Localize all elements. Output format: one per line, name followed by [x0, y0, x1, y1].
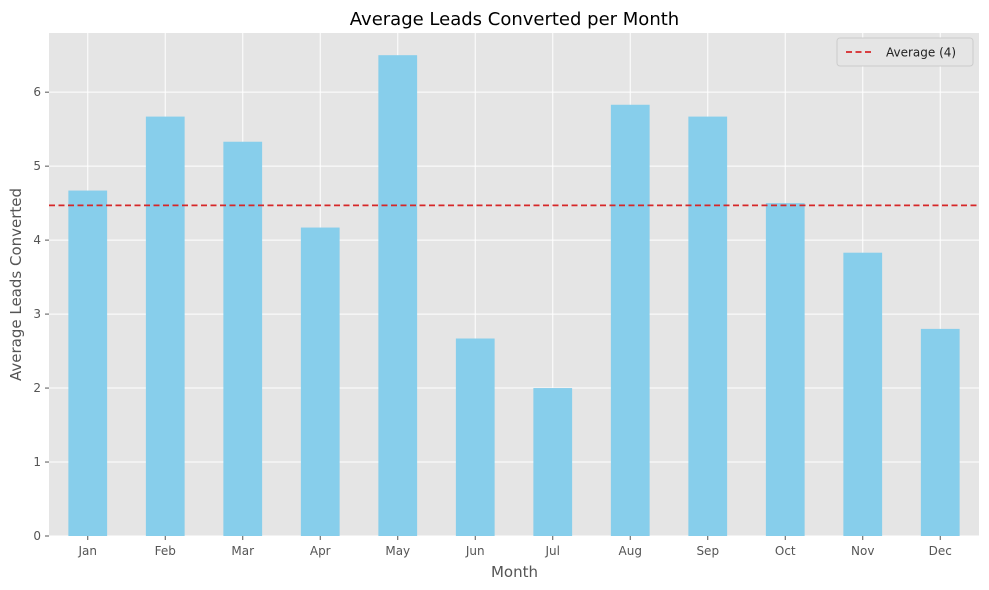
- x-tick-label: Jul: [545, 544, 560, 558]
- x-tick-label: Jan: [78, 544, 98, 558]
- x-tick-label: Nov: [851, 544, 874, 558]
- legend-box: [836, 37, 974, 67]
- chart-title: Average Leads Converted per Month: [350, 9, 679, 30]
- y-tick-label: 4: [33, 233, 41, 247]
- y-tick-labels: 0 1 2 3 4 5 6: [33, 85, 49, 543]
- bar-aug: [610, 104, 650, 537]
- bar-oct: [765, 203, 805, 536]
- y-tick-label: 1: [33, 455, 41, 469]
- x-tick-label: Feb: [155, 544, 176, 558]
- y-tick-label: 2: [33, 381, 41, 395]
- x-tick-label: Mar: [231, 544, 254, 558]
- x-tick-label: Jun: [465, 544, 485, 558]
- bar-jun: [455, 338, 495, 536]
- bar-apr: [300, 227, 340, 536]
- x-tick-labels: Jan Feb Mar Apr May Jun Jul Aug Sep Oct Nov Dec: [78, 536, 952, 558]
- y-tick-label: 5: [33, 159, 41, 173]
- bar-mar: [223, 141, 263, 537]
- x-tick-label: Dec: [929, 544, 952, 558]
- x-tick-label: Aug: [619, 544, 642, 558]
- bar-may: [378, 55, 418, 537]
- legend-label: Average (4): [886, 46, 956, 60]
- bar-feb: [145, 116, 185, 536]
- bars-group: [68, 55, 960, 537]
- x-tick-label: May: [385, 544, 410, 558]
- y-axis-label: Average Leads Converted: [7, 188, 25, 381]
- x-axis-label: Month: [491, 563, 538, 581]
- y-tick-label: 0: [33, 529, 41, 543]
- plot-area: [49, 33, 979, 536]
- x-tick-label: Oct: [775, 544, 796, 558]
- legend: Average (4): [836, 37, 974, 67]
- x-tick-label: Apr: [310, 544, 331, 558]
- bar-sep: [688, 116, 728, 536]
- y-tick-label: 3: [33, 307, 41, 321]
- bar-dec: [920, 328, 960, 536]
- bar-jan: [68, 190, 108, 536]
- bar-nov: [843, 252, 883, 537]
- y-tick-label: 6: [33, 85, 41, 99]
- x-tick-label: Sep: [696, 544, 719, 558]
- bar-jul: [533, 388, 573, 536]
